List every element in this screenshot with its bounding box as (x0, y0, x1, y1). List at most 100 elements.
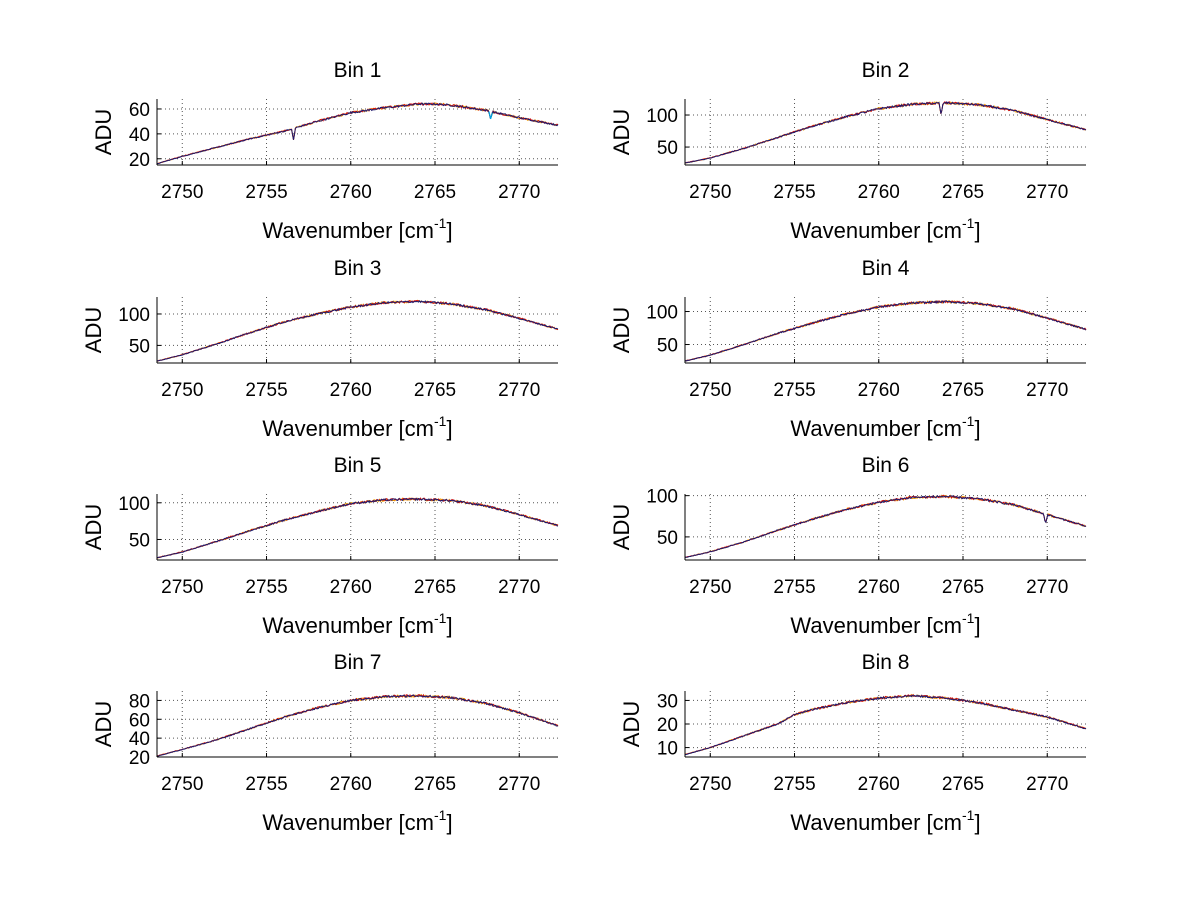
x-axis-label-tail: ] (446, 810, 452, 835)
subplot-title: Bin 4 (862, 257, 910, 280)
y-tick-label: 60 (129, 100, 150, 121)
x-axis-label-superscript: -1 (962, 413, 975, 429)
x-axis-label-main: Wavenumber [cm (262, 416, 434, 441)
y-tick-label: 100 (118, 494, 150, 515)
subplot-bin-5: Bin 5 2750 2755 2760 2765 2770 50 100 ADU Wavenum… (81, 454, 559, 638)
x-axis-label-tail: ] (974, 416, 980, 441)
x-tick-label: 2760 (858, 380, 900, 401)
y-axis-label: ADU (609, 307, 634, 353)
x-tick-label: 2770 (498, 380, 540, 401)
x-tick-label: 2750 (161, 182, 203, 203)
x-axis-label-superscript: -1 (962, 807, 975, 823)
x-tick-label: 2770 (498, 577, 540, 598)
x-tick-label: 2760 (330, 774, 372, 795)
spectrum-trace-3 (684, 101, 1087, 164)
x-tick-label: 2765 (942, 774, 984, 795)
spectrum-trace-3 (684, 300, 1087, 362)
subplot-bin-3: Bin 3 2750 2755 2760 2765 2770 50 100 ADU Wavenum… (81, 257, 559, 441)
spectrum-trace-3 (156, 694, 559, 757)
y-axis-label: ADU (81, 307, 106, 353)
x-axis-label: Wavenumber [cm-1] (262, 610, 452, 638)
x-tick-label: 2750 (161, 774, 203, 795)
x-tick-label: 2750 (689, 380, 731, 401)
x-axis-label: Wavenumber [cm-1] (262, 215, 452, 243)
y-tick-label: 50 (129, 336, 150, 357)
x-tick-label: 2755 (245, 774, 287, 795)
y-axis-label: ADU (81, 504, 106, 550)
spectrum-trace-3 (156, 300, 559, 362)
subplot-title: Bin 2 (862, 59, 910, 82)
x-tick-label: 2760 (858, 577, 900, 598)
y-axis-label: ADU (91, 109, 116, 155)
x-axis-label-superscript: -1 (434, 610, 447, 626)
x-axis-label-tail: ] (446, 218, 452, 243)
x-tick-label: 2750 (689, 182, 731, 203)
y-tick-label: 10 (657, 739, 678, 760)
x-axis-label: Wavenumber [cm-1] (262, 807, 452, 835)
y-tick-label: 100 (118, 305, 150, 326)
y-tick-label: 100 (646, 487, 678, 508)
spectrum-trace-3 (685, 694, 1087, 756)
x-axis-label-tail: ] (446, 416, 452, 441)
x-tick-label: 2760 (858, 182, 900, 203)
subplot-title: Bin 1 (334, 59, 382, 82)
y-tick-label: 40 (129, 729, 150, 750)
subplot-title: Bin 6 (862, 454, 910, 477)
spectrum-trace-3 (156, 497, 559, 559)
y-axis-label: ADU (91, 701, 116, 747)
y-tick-label: 100 (646, 106, 678, 127)
x-tick-label: 2765 (942, 380, 984, 401)
x-axis-label-superscript: -1 (434, 807, 447, 823)
x-tick-label: 2770 (1026, 182, 1068, 203)
x-tick-label: 2760 (858, 774, 900, 795)
x-tick-label: 2750 (689, 577, 731, 598)
y-tick-label: 30 (657, 691, 678, 712)
y-tick-label: 50 (657, 336, 678, 357)
x-tick-label: 2760 (330, 182, 372, 203)
subplot-title: Bin 7 (334, 651, 382, 674)
subplot-title: Bin 5 (334, 454, 382, 477)
x-axis-label: Wavenumber [cm-1] (790, 610, 980, 638)
x-axis-label: Wavenumber [cm-1] (262, 413, 452, 441)
x-axis-label-main: Wavenumber [cm (262, 810, 434, 835)
x-axis-label-main: Wavenumber [cm (790, 613, 962, 638)
y-tick-label: 20 (657, 715, 678, 736)
y-tick-label: 40 (129, 125, 150, 146)
x-tick-label: 2770 (1026, 577, 1068, 598)
x-axis-label-superscript: -1 (962, 215, 975, 231)
spectrum-trace-3 (684, 495, 1087, 558)
subplot-bin-1: Bin 1 2750 2755 2760 2765 2770 20 40 60 ADU Wavenu… (91, 59, 559, 243)
subplot-bin-8: Bin 8 2750 2755 2760 2765 2770 10 20 30 ADU Wavenu… (619, 651, 1087, 835)
y-tick-label: 80 (129, 691, 150, 712)
x-tick-label: 2760 (330, 380, 372, 401)
x-axis-label-tail: ] (446, 613, 452, 638)
x-tick-label: 2755 (773, 182, 815, 203)
x-tick-label: 2760 (330, 577, 372, 598)
y-tick-label: 100 (646, 303, 678, 324)
x-tick-label: 2755 (773, 380, 815, 401)
x-axis-label-superscript: -1 (434, 413, 447, 429)
x-tick-label: 2765 (414, 774, 456, 795)
x-tick-label: 2750 (161, 577, 203, 598)
subplot-bin-6: Bin 6 2750 2755 2760 2765 2770 50 100 ADU Wavenum… (609, 454, 1087, 638)
y-tick-label: 50 (129, 530, 150, 551)
y-tick-label: 60 (129, 710, 150, 731)
y-axis-label: ADU (609, 109, 634, 155)
x-tick-label: 2765 (414, 182, 456, 203)
y-tick-label: 50 (657, 138, 678, 159)
y-axis-label: ADU (609, 504, 634, 550)
subplot-bin-4: Bin 4 2750 2755 2760 2765 2770 50 100 ADU Wavenum… (609, 257, 1087, 441)
x-tick-label: 2755 (245, 577, 287, 598)
subplot-title: Bin 3 (334, 257, 382, 280)
x-axis-label: Wavenumber [cm-1] (790, 215, 980, 243)
x-tick-label: 2765 (942, 182, 984, 203)
x-axis-label-tail: ] (974, 810, 980, 835)
x-tick-label: 2765 (414, 577, 456, 598)
x-tick-label: 2755 (773, 774, 815, 795)
y-axis-label: ADU (619, 701, 644, 747)
subplot-bin-2: Bin 2 2750 2755 2760 2765 2770 50 100 ADU Wavenum… (609, 59, 1087, 243)
